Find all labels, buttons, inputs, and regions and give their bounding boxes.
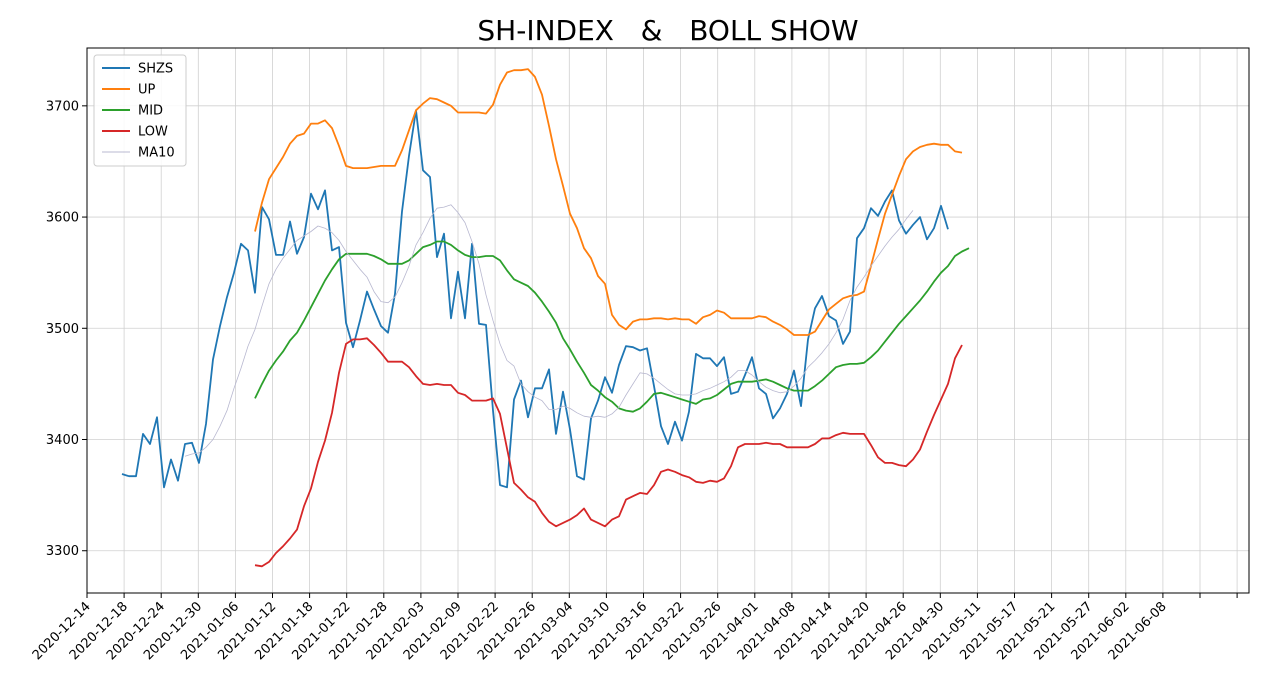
chart-title: SH-INDEX & BOLL SHOW — [477, 14, 858, 47]
series-lines — [121, 68, 970, 568]
series-line-mid — [254, 240, 970, 413]
y-tick-label: 3300 — [46, 544, 79, 559]
legend-label-ma10: MA10 — [138, 146, 175, 161]
series-line-ma10 — [184, 204, 914, 457]
series-line-up — [254, 68, 963, 336]
y-axis: 3300 3400 3500 3600 3700 — [46, 99, 87, 559]
legend: SHZS UP MID LOW MA10 — [93, 54, 187, 167]
y-tick-label: 3700 — [46, 99, 79, 114]
series-line-shzs — [121, 109, 949, 489]
plot-area-frame — [86, 47, 1250, 594]
legend-label-shzs: SHZS — [138, 62, 173, 77]
legend-label-mid: MID — [138, 104, 163, 119]
y-tick-label: 3400 — [46, 433, 79, 448]
legend-box — [93, 54, 187, 167]
series-line-low — [254, 337, 963, 568]
y-tick-label: 3500 — [46, 322, 79, 337]
y-tick-label: 3600 — [46, 211, 79, 226]
legend-label-low: LOW — [138, 125, 168, 140]
legend-label-up: UP — [138, 83, 156, 98]
